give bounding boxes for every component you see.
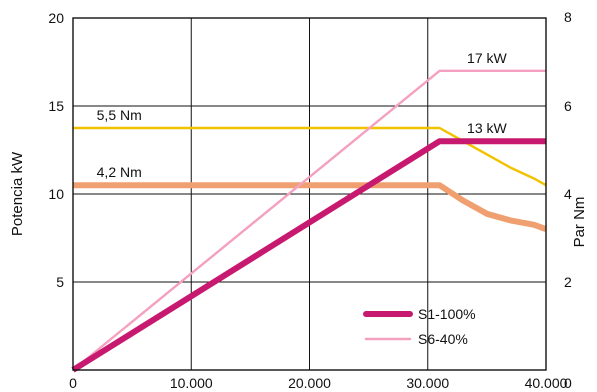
x-tick-label: 0 [69, 375, 77, 391]
y-left-tick-label: 20 [48, 10, 64, 26]
annotation-label: 5,5 Nm [97, 107, 142, 123]
annotation-label: 4,2 Nm [97, 164, 142, 180]
annotations: 17 kW 13 kW 5,5 Nm 4,2 Nm [97, 50, 508, 180]
y-left-tick-label: 5 [56, 274, 64, 290]
legend-label: S6-40% [418, 331, 468, 347]
legend: S1-100% S6-40% [366, 306, 476, 347]
annotation-label: 13 kW [467, 120, 507, 136]
y-right-tick-label: 2 [564, 274, 572, 290]
annotation-label: 17 kW [467, 50, 507, 66]
x-tick-label: 30.000 [406, 375, 449, 391]
legend-label: S1-100% [418, 306, 476, 322]
x-tick-label: 20.000 [288, 375, 331, 391]
y-left-tick-label: 15 [48, 98, 64, 114]
y-left-tick-label: 10 [48, 186, 64, 202]
y-right-tick-label: 0 [564, 375, 572, 391]
y-left-axis-title: Potencia kW [9, 151, 26, 236]
x-tick-label: 10.000 [170, 375, 213, 391]
y-right-tick-label: 6 [564, 98, 572, 114]
x-tick-label: 40.000 [525, 375, 568, 391]
y-right-axis-title: Par Nm [571, 197, 588, 248]
y-right-tick-label: 8 [564, 9, 572, 25]
